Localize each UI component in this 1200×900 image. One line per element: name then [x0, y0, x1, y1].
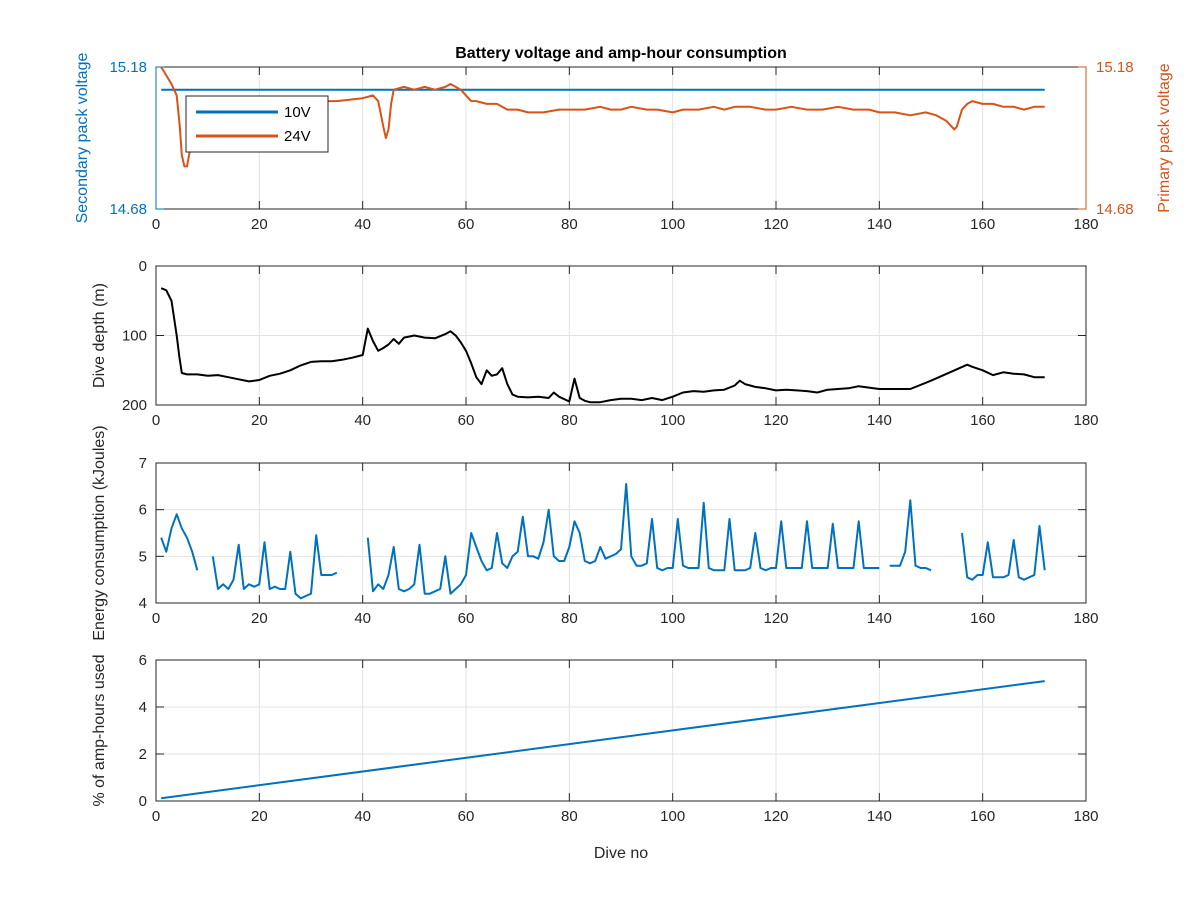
x-tick-label: 140 — [867, 412, 892, 429]
y-tick-label: 6 — [139, 502, 147, 519]
y-tick-label: 4 — [139, 699, 147, 716]
y-tick-label: 0 — [139, 258, 147, 275]
x-tick-label: 60 — [458, 412, 475, 429]
x-tick-label: 60 — [458, 610, 475, 627]
y-tick-label-right: 15.18 — [1096, 59, 1134, 76]
x-tick-label: 160 — [970, 412, 995, 429]
x-tick-label: 180 — [1073, 610, 1098, 627]
series-line-series1-seg3 — [366, 483, 880, 595]
x-tick-label: 20 — [251, 808, 268, 825]
series-line-series1-seg2 — [211, 534, 338, 600]
x-tick-label: 80 — [561, 412, 578, 429]
y-tick-label: 200 — [122, 397, 147, 414]
series-line-series1-seg1 — [160, 287, 1045, 404]
x-tick-label: 100 — [660, 216, 685, 233]
x-tick-label: 80 — [561, 808, 578, 825]
x-tick-label: 20 — [251, 610, 268, 627]
y-axis-label-left: Secondary pack voltage — [74, 53, 91, 224]
x-tick-label: 100 — [660, 610, 685, 627]
x-tick-label: 60 — [458, 216, 475, 233]
x-tick-label: 160 — [970, 216, 995, 233]
x-axis-label: Dive no — [594, 845, 648, 862]
x-tick-label: 180 — [1073, 412, 1098, 429]
axes-box — [155, 462, 1087, 604]
series-line-series1-seg5 — [961, 525, 1046, 581]
y-tick-label: 6 — [139, 652, 147, 669]
y-axis-label: Dive depth (m) — [91, 283, 108, 388]
x-tick-label: 20 — [251, 412, 268, 429]
x-tick-label: 0 — [152, 610, 160, 627]
legend-box — [185, 95, 329, 153]
x-tick-label: 40 — [354, 808, 371, 825]
y-axis-label: % of amp-hours used — [91, 654, 108, 806]
x-tick-label: 0 — [152, 808, 160, 825]
y-tick-label: 100 — [122, 328, 147, 345]
y-tick-label: 4 — [139, 595, 147, 612]
x-tick-label: 140 — [867, 216, 892, 233]
x-tick-label: 120 — [763, 216, 788, 233]
panel-4: 0 20 40 60 80 100 120 140 160 180 0 2 4 6 % of amp-hou… — [91, 652, 1099, 825]
axes-box — [155, 659, 1087, 802]
y-tick-label: 5 — [139, 548, 147, 565]
y-tick-label: 2 — [139, 746, 147, 763]
y-tick-label-left: 14.68 — [109, 201, 147, 218]
x-tick-label: 140 — [867, 610, 892, 627]
series-line-series1-seg1 — [161, 680, 1045, 800]
x-tick-label: 160 — [970, 610, 995, 627]
y-axis-label-right: Primary pack voltage — [1156, 63, 1173, 212]
x-tick-label: 0 — [152, 412, 160, 429]
y-tick-label: 0 — [139, 793, 147, 810]
x-tick-label: 40 — [354, 216, 371, 233]
panel-3: 0 20 40 60 80 100 120 140 160 180 4 5 6 7 Energy consu… — [91, 425, 1099, 640]
x-tick-label: 80 — [561, 610, 578, 627]
x-tick-label: 120 — [763, 610, 788, 627]
figure-title: Battery voltage and amp-hour consumption — [455, 45, 787, 62]
x-tick-label: 120 — [763, 808, 788, 825]
x-tick-label: 20 — [251, 216, 268, 233]
x-tick-label: 80 — [561, 216, 578, 233]
series-line-series1-seg1 — [160, 513, 199, 571]
series-line-series1-seg4 — [889, 499, 932, 572]
panel-2: 0 20 40 60 80 100 120 140 160 180 0 100 200 Dive dept… — [91, 258, 1099, 429]
x-tick-label: 40 — [354, 610, 371, 627]
x-tick-label: 100 — [660, 808, 685, 825]
x-tick-label: 180 — [1073, 216, 1098, 233]
x-tick-label: 60 — [458, 808, 475, 825]
x-tick-label: 0 — [152, 216, 160, 233]
x-tick-label: 100 — [660, 412, 685, 429]
x-tick-label: 180 — [1073, 808, 1098, 825]
y-tick-label-right: 14.68 — [1096, 201, 1134, 218]
y-tick-label-left: 15.18 — [109, 59, 147, 76]
legend-label-24V: 24V — [284, 128, 311, 145]
y-tick-label: 7 — [139, 455, 147, 472]
y-axis-label: Energy consumption (kJoules) — [91, 425, 108, 640]
x-tick-label: 140 — [867, 808, 892, 825]
x-tick-label: 160 — [970, 808, 995, 825]
x-tick-label: 120 — [763, 412, 788, 429]
legend-label-10V: 10V — [284, 104, 311, 121]
panel-1: 0 20 40 60 80 100 120 140 160 18014.6815.1814.681… — [74, 53, 1173, 233]
x-tick-label: 40 — [354, 412, 371, 429]
